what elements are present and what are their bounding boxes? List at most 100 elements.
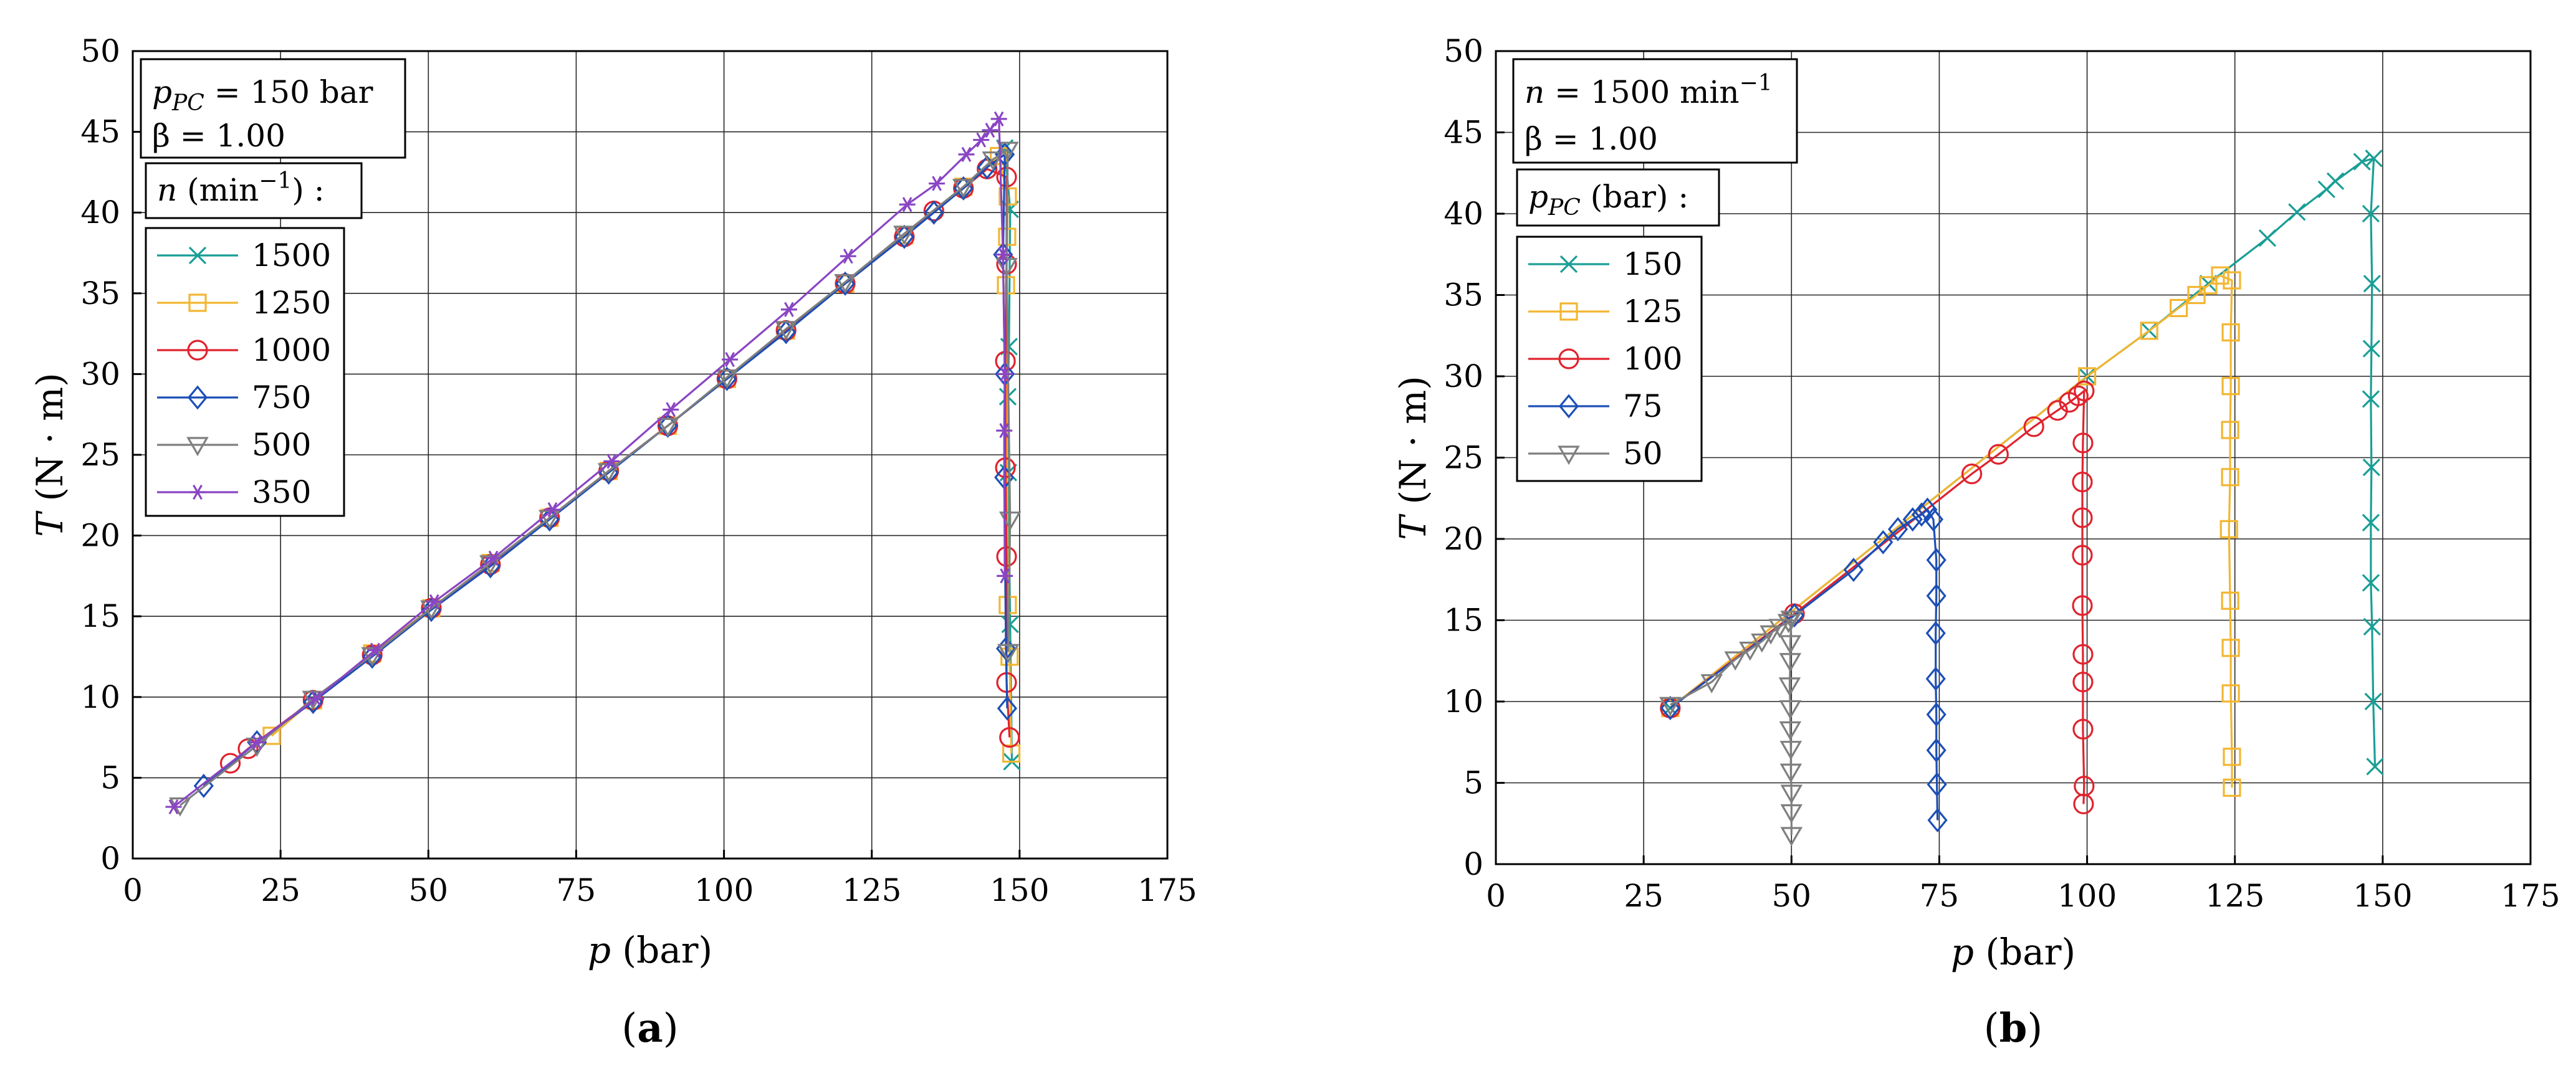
legend-marker-500: [186, 437, 209, 457]
data-point-125: [2219, 520, 2238, 538]
data-point-75: [1917, 497, 1938, 522]
data-point-350: [840, 249, 856, 264]
legend-label-150: 150: [1623, 246, 1682, 282]
data-point-100: [1961, 463, 1983, 485]
legend-item-350: 350: [157, 474, 311, 510]
data-point-100: [2072, 595, 2093, 616]
y-tick-label: 45: [80, 114, 120, 150]
info-box-a: pPC = 150 bar β = 1.00: [140, 58, 406, 159]
info-line2-b: β = 1.00: [1525, 121, 1658, 157]
info-line1-a: pPC = 150 bar: [152, 74, 373, 116]
data-point-75: [1926, 583, 1946, 608]
data-point-100: [2072, 507, 2093, 528]
data-point-75: [1843, 558, 1864, 583]
data-point-100: [2023, 416, 2044, 437]
data-point-500: [997, 644, 1020, 664]
data-point-125: [2221, 468, 2239, 487]
data-point-125: [2221, 639, 2240, 657]
legend-item-1250: 1250: [157, 285, 331, 321]
data-point-125: [2140, 321, 2158, 340]
y-tick-label: 30: [80, 356, 120, 392]
y-tick-label: 10: [80, 679, 120, 715]
data-point-350: [990, 111, 1007, 126]
data-point-750: [977, 155, 997, 180]
y-tick-label: 0: [1463, 846, 1483, 882]
legend-label-350: 350: [252, 474, 311, 510]
data-point-1000: [219, 753, 241, 774]
legend-label-500: 500: [252, 427, 311, 463]
data-point-350: [366, 642, 383, 658]
data-point-50: [1760, 625, 1782, 645]
legend-a: n (min−1) : 1500 1250 1000 750 500 350: [145, 162, 363, 517]
data-point-350: [663, 402, 679, 417]
data-point-100: [2072, 718, 2094, 740]
data-point-350: [249, 735, 266, 750]
x-axis-label-a: p (bar): [588, 929, 712, 971]
y-tick-label: 50: [80, 33, 120, 69]
chart-panel-b: 0 25 50 75 100 125 150 17505101520253035404550 …: [1392, 33, 2560, 1052]
y-axis-label-a: T (N · m): [29, 373, 71, 536]
data-point-500: [656, 417, 679, 437]
data-point-750: [924, 200, 944, 225]
data-point-100: [2072, 672, 2094, 693]
legend-marker-100: [1558, 348, 1579, 369]
data-point-50: [1780, 827, 1803, 847]
legend-item-50: 50: [1528, 435, 1663, 472]
x-tick-label: 75: [557, 872, 596, 908]
legend-label-1500: 1500: [252, 237, 331, 274]
data-point-350: [958, 146, 975, 162]
data-point-350: [722, 351, 739, 368]
y-tick-label: 15: [80, 598, 120, 634]
panel-caption-a: (a): [621, 1005, 678, 1052]
legend-marker-125: [1559, 302, 1578, 321]
panel-caption-b: (b): [1984, 1005, 2043, 1052]
x-tick-label: 25: [261, 872, 300, 908]
x-tick-label: 125: [2205, 878, 2264, 914]
legend-marker-75: [1558, 394, 1579, 419]
legend-item-150: 150: [1528, 246, 1682, 282]
data-point-150: [2258, 229, 2277, 247]
data-point-350: [544, 502, 561, 518]
data-point-125: [2170, 298, 2188, 317]
y-tick-label: 50: [1444, 33, 1483, 69]
data-point-100: [2074, 380, 2095, 402]
ticks-b: 0 25 50 75 100 125 150 175 0 5 10 15 20 25 30 35 40 45 50: [1444, 33, 2560, 914]
legend-item-75: 75: [1528, 388, 1663, 424]
data-point-125: [2223, 748, 2241, 766]
data-point-75: [1925, 666, 1946, 691]
data-point-125: [2199, 276, 2218, 295]
y-tick-label: 25: [80, 437, 120, 473]
data-point-50: [1780, 784, 1803, 804]
data-point-100: [1988, 444, 2009, 465]
data-point-350: [780, 302, 797, 317]
data-point-75: [1902, 507, 1923, 532]
y-tick-label: 20: [1444, 521, 1483, 557]
y-tick-label: 10: [1444, 683, 1483, 720]
y-tick-label: 0: [100, 840, 120, 877]
data-point-50: [1700, 674, 1723, 693]
data-point-125: [2187, 285, 2206, 305]
data-point-150: [2362, 390, 2380, 408]
legend-title-a: n (min−1) :: [157, 168, 325, 208]
data-point-150: [2364, 692, 2382, 711]
data-point-1000: [996, 546, 1017, 567]
data-point-150: [2365, 150, 2383, 168]
data-point-125: [2221, 591, 2239, 610]
legend-item-750: 750: [157, 379, 311, 416]
x-tick-label: 0: [123, 872, 143, 908]
data-point-350: [308, 691, 325, 707]
data-point-125: [2223, 778, 2241, 797]
y-tick-label: 35: [80, 275, 120, 312]
data-point-100: [2072, 644, 2094, 665]
data-point-50: [1659, 697, 1682, 716]
data-point-75: [1911, 502, 1932, 527]
x-tick-label: 150: [990, 872, 1049, 908]
x-tick-label: 50: [1771, 878, 1811, 914]
data-point-1250: [1002, 744, 1021, 763]
legend-entries-b: 150 125 100 75 50: [1528, 246, 1682, 472]
data-point-350: [485, 550, 502, 566]
legend-title-frame-a: [145, 162, 363, 219]
info-line2-a: β = 1.00: [152, 118, 285, 154]
data-point-350: [973, 132, 990, 148]
x-axis-label-b: p (bar): [1951, 931, 2076, 973]
